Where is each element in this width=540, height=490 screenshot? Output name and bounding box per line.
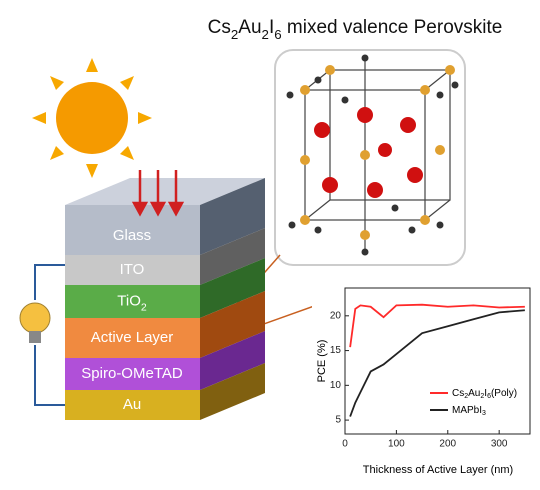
layer-side bbox=[200, 178, 265, 255]
legend-label: Cs2Au2I6(Poly) bbox=[452, 388, 517, 401]
device-stack: Glass ITO TiO2 Active Layer Spiro-OMeTAD Au bbox=[65, 178, 265, 420]
layer bbox=[65, 285, 200, 318]
x-tick-label: 200 bbox=[439, 439, 456, 450]
x-tick-label: 300 bbox=[491, 439, 508, 450]
y-tick-label: 10 bbox=[330, 380, 342, 391]
layer-side bbox=[200, 258, 265, 318]
y-tick-label: 20 bbox=[330, 310, 342, 321]
layer bbox=[65, 358, 200, 390]
layer-side bbox=[200, 291, 265, 358]
series-line bbox=[349, 303, 525, 348]
sun bbox=[32, 58, 152, 178]
layer-side bbox=[200, 363, 265, 420]
chart: Thickness of Active Layer (nm) PCE (%) 0… bbox=[312, 282, 536, 482]
layer-side bbox=[200, 228, 265, 285]
x-tick-label: 100 bbox=[388, 439, 405, 450]
x-tick-label: 0 bbox=[342, 439, 348, 450]
layer-side bbox=[200, 331, 265, 390]
series-line bbox=[349, 309, 525, 417]
y-tick-label: 5 bbox=[335, 415, 341, 426]
layer bbox=[65, 390, 200, 420]
layer-label: TiO2 bbox=[117, 292, 147, 313]
chart-background bbox=[312, 282, 536, 482]
crystal-structure bbox=[274, 49, 466, 266]
layer-label: ITO bbox=[120, 261, 145, 278]
y-tick-label: 15 bbox=[330, 345, 342, 356]
layer bbox=[65, 255, 200, 285]
layer-label: Glass bbox=[113, 227, 151, 244]
bulb bbox=[19, 302, 51, 343]
legend-label: MAPbI3 bbox=[452, 405, 486, 418]
layer-label: Active Layer bbox=[91, 329, 174, 346]
layer bbox=[65, 318, 200, 358]
x-axis-label: Thickness of Active Layer (nm) bbox=[363, 464, 513, 476]
plot-frame bbox=[344, 287, 531, 435]
y-axis-label: PCE (%) bbox=[316, 340, 328, 383]
layer-label: Au bbox=[123, 396, 141, 413]
title: Cs2Au2I6 mixed valence Perovskite bbox=[208, 17, 503, 42]
layer-label: Spiro-OMeTAD bbox=[81, 365, 183, 382]
circuit bbox=[34, 264, 65, 406]
light-arrows bbox=[131, 170, 185, 217]
